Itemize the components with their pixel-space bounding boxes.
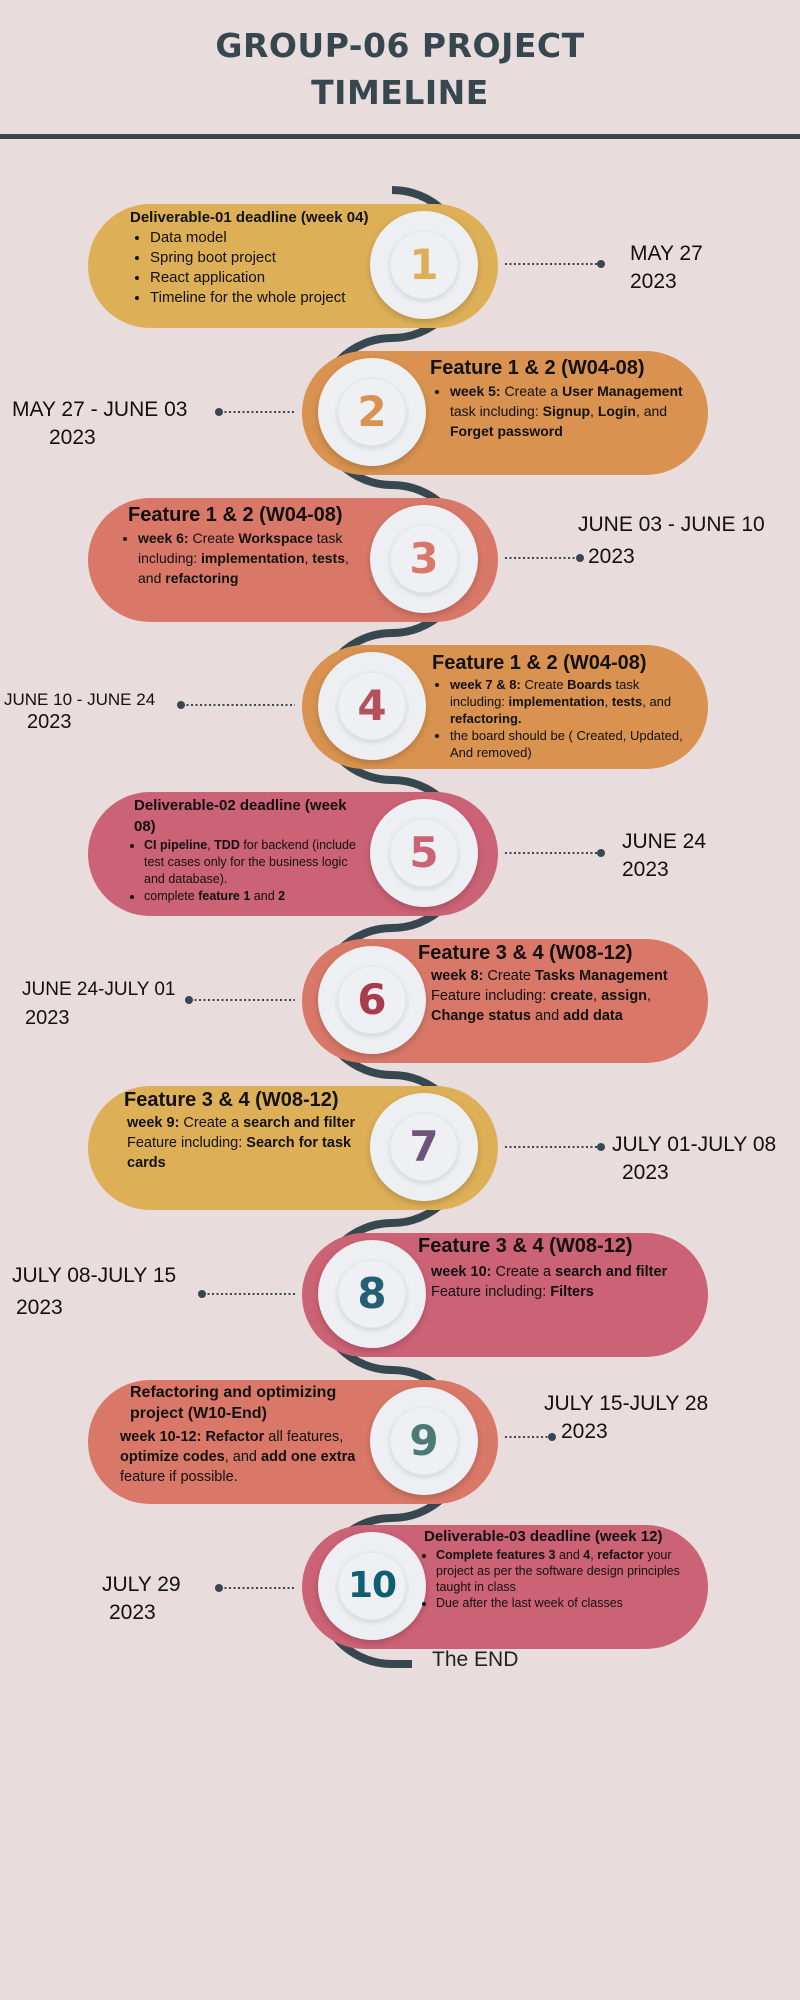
step-10-text: Deliverable-03 deadline (week 12) Comple… — [424, 1526, 694, 1611]
date-label: JUNE 03 - JUNE 10 — [578, 513, 765, 536]
list-item: React application — [150, 268, 370, 288]
step-8-date: JULY 08-JULY 15 2023 — [12, 1262, 176, 1322]
date-year: 2023 — [109, 1601, 156, 1624]
list-item: Spring boot project — [150, 248, 370, 268]
step-8-heading: Feature 3 & 4 (W08-12) — [418, 1235, 633, 1257]
step-7-date: JULY 01-JULY 08 2023 — [612, 1131, 776, 1187]
step-6-line-3: Change status and add data — [431, 1008, 623, 1024]
step-10-date: JULY 29 2023 — [102, 1571, 181, 1627]
page-title: GROUP-06 PROJECT TIMELINE — [0, 22, 800, 116]
step-7-text: Feature 3 & 4 (W08-12) week 9: Create a … — [124, 1088, 374, 1173]
step-6-line-1: week 8: Create Tasks Management — [431, 968, 668, 984]
step-8-circle: 8 — [318, 1240, 426, 1348]
list-item: week 7 & 8: Create Boards task including… — [450, 676, 694, 727]
list-item: week 5: Create a User Management task in… — [450, 381, 690, 441]
step-8-body: week 10: Create a search and filter Feat… — [431, 1264, 668, 1300]
date-label: MAY 27 — [630, 242, 703, 265]
date-label: JUNE 24 — [622, 830, 707, 853]
list-item: Timeline for the whole project — [150, 288, 370, 308]
step-5-text: Deliverable-02 deadline (week 08) CI pip… — [134, 795, 370, 905]
date-year: 2023 — [588, 545, 635, 568]
step-5-date: JUNE 24 2023 — [622, 828, 706, 884]
step-9-heading: Refactoring and optimizing project (W10-… — [130, 1384, 337, 1422]
step-6-text: Feature 3 & 4 (W08-12) week 8: Create Ta… — [418, 941, 700, 1026]
step-1-number: 1 — [390, 231, 458, 299]
list-item: CI pipeline, TDD for backend (include te… — [144, 837, 370, 888]
step-3-list: week 6: Create Workspace task including:… — [128, 528, 368, 588]
date-year: 2023 — [622, 858, 669, 881]
list-item: Complete features 3 and 4, refactor your… — [436, 1547, 694, 1595]
date-year: 2023 — [27, 711, 72, 733]
step-3-date: JUNE 03 - JUNE 10 2023 — [578, 511, 765, 571]
step-1-circle: 1 — [370, 211, 478, 319]
list-item: week 6: Create Workspace task including:… — [138, 528, 368, 588]
step-6-line-2: Feature including: create, assign, — [431, 988, 652, 1004]
step-1-list: Data model Spring boot project React app… — [130, 228, 370, 308]
date-label: JUNE 24-JULY 01 — [22, 979, 176, 1000]
date-year: 2023 — [25, 1007, 70, 1029]
step-3-number: 3 — [390, 525, 458, 593]
step-9-text: Refactoring and optimizing project (W10-… — [120, 1382, 370, 1487]
list-item: Due after the last week of classes — [436, 1595, 694, 1611]
step-7-heading: Feature 3 & 4 (W08-12) — [124, 1089, 339, 1111]
date-year: 2023 — [561, 1420, 608, 1443]
date-year: 2023 — [630, 270, 677, 293]
list-item: the board should be ( Created, Updated, … — [450, 727, 694, 761]
date-year: 2023 — [622, 1161, 669, 1184]
step-4-circle: 4 — [318, 652, 426, 760]
step-10-number: 10 — [338, 1552, 406, 1620]
step-5-number: 5 — [390, 819, 458, 887]
step-8-number: 8 — [338, 1260, 406, 1328]
date-label: JULY 08-JULY 15 — [12, 1264, 177, 1287]
title-line-2: TIMELINE — [311, 73, 489, 112]
date-label: MAY 27 - JUNE 03 — [12, 398, 188, 421]
list-item: Data model — [150, 228, 370, 248]
step-2-number: 2 — [338, 378, 406, 446]
step-4-number: 4 — [338, 672, 406, 740]
step-7-number: 7 — [390, 1113, 458, 1181]
step-2-circle: 2 — [318, 358, 426, 466]
list-item: complete feature 1 and 2 — [144, 888, 370, 905]
step-5-heading: Deliverable-02 deadline (week 08) — [134, 797, 347, 835]
step-4-date: JUNE 10 - JUNE 24 2023 — [4, 689, 155, 733]
step-2-text: Feature 1 & 2 (W04-08) week 5: Create a … — [430, 356, 690, 441]
step-9-body: week 10-12: Refactor all features, optim… — [120, 1429, 356, 1485]
step-2-heading: Feature 1 & 2 (W04-08) — [430, 357, 645, 379]
step-5-circle: 5 — [370, 799, 478, 907]
step-2-date: MAY 27 - JUNE 03 2023 — [12, 396, 187, 452]
step-10-heading: Deliverable-03 deadline (week 12) — [424, 1528, 663, 1545]
step-1-text: Deliverable-01 deadline (week 04) Data m… — [130, 207, 370, 308]
date-label: JULY 29 — [102, 1573, 181, 1596]
step-7-body: week 9: Create a search and filter Featu… — [127, 1115, 356, 1171]
step-7-circle: 7 — [370, 1093, 478, 1201]
title-divider — [0, 134, 800, 139]
step-3-circle: 3 — [370, 505, 478, 613]
step-6-date: JUNE 24-JULY 01 2023 — [22, 976, 175, 1032]
step-3-text: Feature 1 & 2 (W04-08) week 6: Create Wo… — [128, 503, 368, 588]
step-10-circle: 10 — [318, 1532, 426, 1640]
step-4-heading: Feature 1 & 2 (W04-08) — [432, 652, 647, 674]
date-label: JULY 01-JULY 08 — [612, 1133, 777, 1156]
step-6-circle: 6 — [318, 946, 426, 1054]
step-5-list: CI pipeline, TDD for backend (include te… — [134, 837, 370, 905]
date-label: JULY 15-JULY 28 — [544, 1392, 709, 1415]
step-10-list: Complete features 3 and 4, refactor your… — [424, 1547, 694, 1611]
step-1-heading: Deliverable-01 deadline (week 04) — [130, 209, 369, 226]
step-3-heading: Feature 1 & 2 (W04-08) — [128, 504, 343, 526]
step-9-date: JULY 15-JULY 28 2023 — [544, 1390, 708, 1446]
end-label: The END — [432, 1648, 519, 1671]
step-9-circle: 9 — [370, 1387, 478, 1495]
step-2-list: week 5: Create a User Management task in… — [430, 381, 690, 441]
step-6-number: 6 — [338, 966, 406, 1034]
step-6-heading: Feature 3 & 4 (W08-12) — [418, 942, 633, 964]
date-year: 2023 — [49, 426, 96, 449]
date-year: 2023 — [16, 1296, 63, 1319]
step-4-text: Feature 1 & 2 (W04-08) week 7 & 8: Creat… — [432, 651, 694, 761]
date-label: JUNE 10 - JUNE 24 — [4, 690, 156, 709]
step-8-text: Feature 3 & 4 (W08-12) week 10: Create a… — [418, 1234, 680, 1302]
step-9-number: 9 — [390, 1407, 458, 1475]
title-line-1: GROUP-06 PROJECT — [215, 26, 585, 65]
step-4-list: week 7 & 8: Create Boards task including… — [432, 676, 694, 761]
step-1-date: MAY 27 2023 — [630, 240, 703, 296]
